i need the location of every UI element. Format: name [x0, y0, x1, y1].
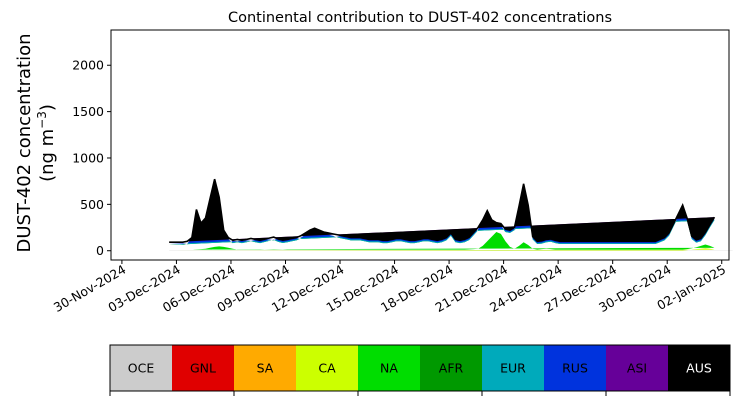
plot-area: 050010001500200030-Nov-202403-Dec-202406…: [51, 29, 733, 315]
y-axis-label-unit-close: ): [37, 104, 58, 111]
legend-label-asi: ASI: [627, 361, 647, 376]
legend-swatch-oce: [110, 345, 172, 391]
legend-swatch-na: [358, 345, 420, 391]
y-tick-label: 500: [80, 197, 104, 212]
legend-swatch-afr: [420, 345, 482, 391]
legend-swatch-gnl: [172, 345, 234, 391]
series-area-na: [169, 231, 715, 250]
y-tick-label: 2000: [72, 58, 104, 73]
legend-label-aus: AUS: [686, 361, 712, 376]
legend-swatch-eur: [482, 345, 544, 391]
legend-swatch-rus: [544, 345, 606, 391]
legend-label-rus: RUS: [562, 361, 588, 376]
legend-swatch-ca: [296, 345, 358, 391]
y-tick-label: 1000: [72, 150, 104, 165]
legend-label-afr: AFR: [439, 361, 464, 376]
y-axis-label: DUST-402 concentration: [14, 33, 35, 252]
chart-title: Continental contribution to DUST-402 con…: [228, 10, 612, 26]
total-line: [169, 178, 716, 243]
legend-label-ca: CA: [318, 361, 336, 376]
legend: OCE GNL SA CA NA AFR EUR RUS ASI AUS: [109, 344, 731, 396]
y-tick-label: 1500: [72, 104, 104, 119]
y-axis-label-line1: DUST-402 concentration: [14, 33, 35, 252]
series-area-aus: [169, 179, 715, 243]
series-area-ca: [169, 248, 715, 251]
legend-label-oce: OCE: [128, 361, 155, 376]
y-axis-label-unit-base: (ng m: [37, 129, 58, 182]
legend-swatch-asi: [606, 345, 668, 391]
legend-frame: [109, 344, 731, 392]
y-tick-label: 0: [96, 243, 104, 258]
y-axis-label-units: (ng m−3): [35, 104, 58, 182]
legend-label-sa: SA: [257, 361, 274, 376]
legend-label-gnl: GNL: [190, 361, 216, 376]
legend-swatch-sa: [234, 345, 296, 391]
legend-swatch-aus: [668, 345, 730, 391]
y-axis-label-unit-exp: −3: [35, 111, 49, 129]
plot-frame: [110, 29, 730, 261]
legend-label-na: NA: [380, 361, 398, 376]
legend-label-eur: EUR: [500, 361, 526, 376]
